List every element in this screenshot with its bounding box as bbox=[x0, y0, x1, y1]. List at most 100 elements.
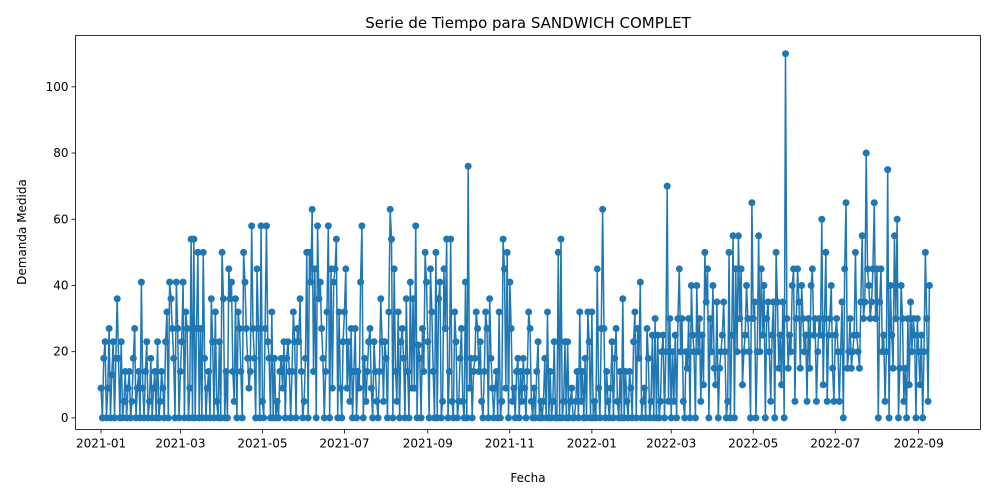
data-point bbox=[437, 414, 445, 422]
data-point bbox=[213, 397, 221, 405]
data-point bbox=[417, 414, 425, 422]
data-point bbox=[526, 325, 534, 333]
data-point bbox=[876, 298, 884, 306]
data-point bbox=[673, 414, 681, 422]
x-tick-label: 2021-11 bbox=[485, 437, 535, 451]
data-point bbox=[546, 368, 554, 376]
data-point bbox=[427, 265, 435, 273]
data-point bbox=[810, 331, 818, 339]
data-point bbox=[787, 348, 795, 356]
data-point bbox=[436, 278, 444, 286]
data-point bbox=[916, 381, 924, 389]
data-point bbox=[925, 281, 933, 289]
data-point bbox=[471, 354, 479, 362]
data-point bbox=[900, 397, 908, 405]
data-point bbox=[818, 215, 826, 223]
data-point bbox=[211, 308, 219, 316]
data-point bbox=[335, 308, 343, 316]
data-point bbox=[775, 364, 783, 372]
data-point bbox=[755, 232, 763, 240]
data-point bbox=[697, 397, 705, 405]
data-point bbox=[847, 364, 855, 372]
data-point bbox=[593, 265, 601, 273]
data-point bbox=[507, 325, 515, 333]
data-point bbox=[648, 331, 656, 339]
data-point bbox=[253, 265, 261, 273]
data-point bbox=[482, 308, 490, 316]
data-point bbox=[151, 368, 159, 376]
data-point bbox=[487, 354, 495, 362]
data-point bbox=[802, 331, 810, 339]
data-point bbox=[250, 354, 258, 362]
data-point bbox=[125, 368, 133, 376]
y-tick-label: 80 bbox=[53, 146, 68, 160]
data-point bbox=[429, 368, 437, 376]
data-point bbox=[833, 315, 841, 323]
data-point bbox=[838, 298, 846, 306]
data-point bbox=[100, 354, 108, 362]
data-point bbox=[519, 354, 527, 362]
data-point bbox=[671, 331, 679, 339]
data-point bbox=[244, 354, 252, 362]
data-point bbox=[901, 364, 909, 372]
data-point bbox=[675, 265, 683, 273]
data-point bbox=[234, 308, 242, 316]
data-point bbox=[854, 348, 862, 356]
data-point bbox=[219, 295, 227, 303]
data-point bbox=[254, 325, 262, 333]
data-point bbox=[745, 348, 753, 356]
x-tick-label: 2021-05 bbox=[237, 437, 287, 451]
x-tick-label: 2022-01 bbox=[567, 437, 617, 451]
data-point bbox=[644, 354, 652, 362]
data-point bbox=[168, 325, 176, 333]
data-point bbox=[679, 397, 687, 405]
data-point bbox=[837, 348, 845, 356]
data-point bbox=[97, 384, 105, 392]
data-point bbox=[137, 278, 145, 286]
y-tick-label: 40 bbox=[53, 278, 68, 292]
data-point bbox=[827, 281, 835, 289]
data-point bbox=[155, 414, 163, 422]
data-point bbox=[238, 414, 246, 422]
data-point bbox=[463, 414, 471, 422]
data-point bbox=[574, 414, 582, 422]
data-point bbox=[205, 368, 213, 376]
data-point bbox=[523, 368, 531, 376]
data-point bbox=[307, 278, 315, 286]
data-point bbox=[257, 222, 265, 230]
data-point bbox=[804, 315, 812, 323]
data-point bbox=[311, 265, 319, 273]
data-point bbox=[339, 338, 347, 346]
data-point bbox=[506, 278, 514, 286]
data-point bbox=[851, 248, 859, 256]
data-point bbox=[479, 414, 487, 422]
data-point bbox=[412, 222, 420, 230]
data-point bbox=[215, 338, 223, 346]
data-point bbox=[509, 397, 517, 405]
data-point bbox=[104, 384, 112, 392]
x-tick-label: 2022-07 bbox=[810, 437, 860, 451]
data-point bbox=[585, 338, 593, 346]
data-point bbox=[265, 354, 273, 362]
data-point bbox=[662, 348, 670, 356]
data-point bbox=[517, 368, 525, 376]
data-point bbox=[877, 265, 885, 273]
data-point bbox=[248, 222, 256, 230]
data-point bbox=[764, 298, 772, 306]
data-point bbox=[447, 235, 455, 243]
data-point bbox=[765, 348, 773, 356]
data-point bbox=[761, 414, 769, 422]
data-point bbox=[276, 368, 284, 376]
data-point bbox=[607, 384, 615, 392]
data-point bbox=[498, 397, 506, 405]
data-point bbox=[241, 278, 249, 286]
data-point bbox=[365, 338, 373, 346]
data-point bbox=[129, 354, 137, 362]
data-point bbox=[145, 397, 153, 405]
data-point bbox=[749, 315, 757, 323]
data-point bbox=[379, 397, 387, 405]
plot-area bbox=[97, 50, 933, 422]
data-point bbox=[281, 414, 289, 422]
data-point bbox=[880, 331, 888, 339]
data-point bbox=[564, 338, 572, 346]
